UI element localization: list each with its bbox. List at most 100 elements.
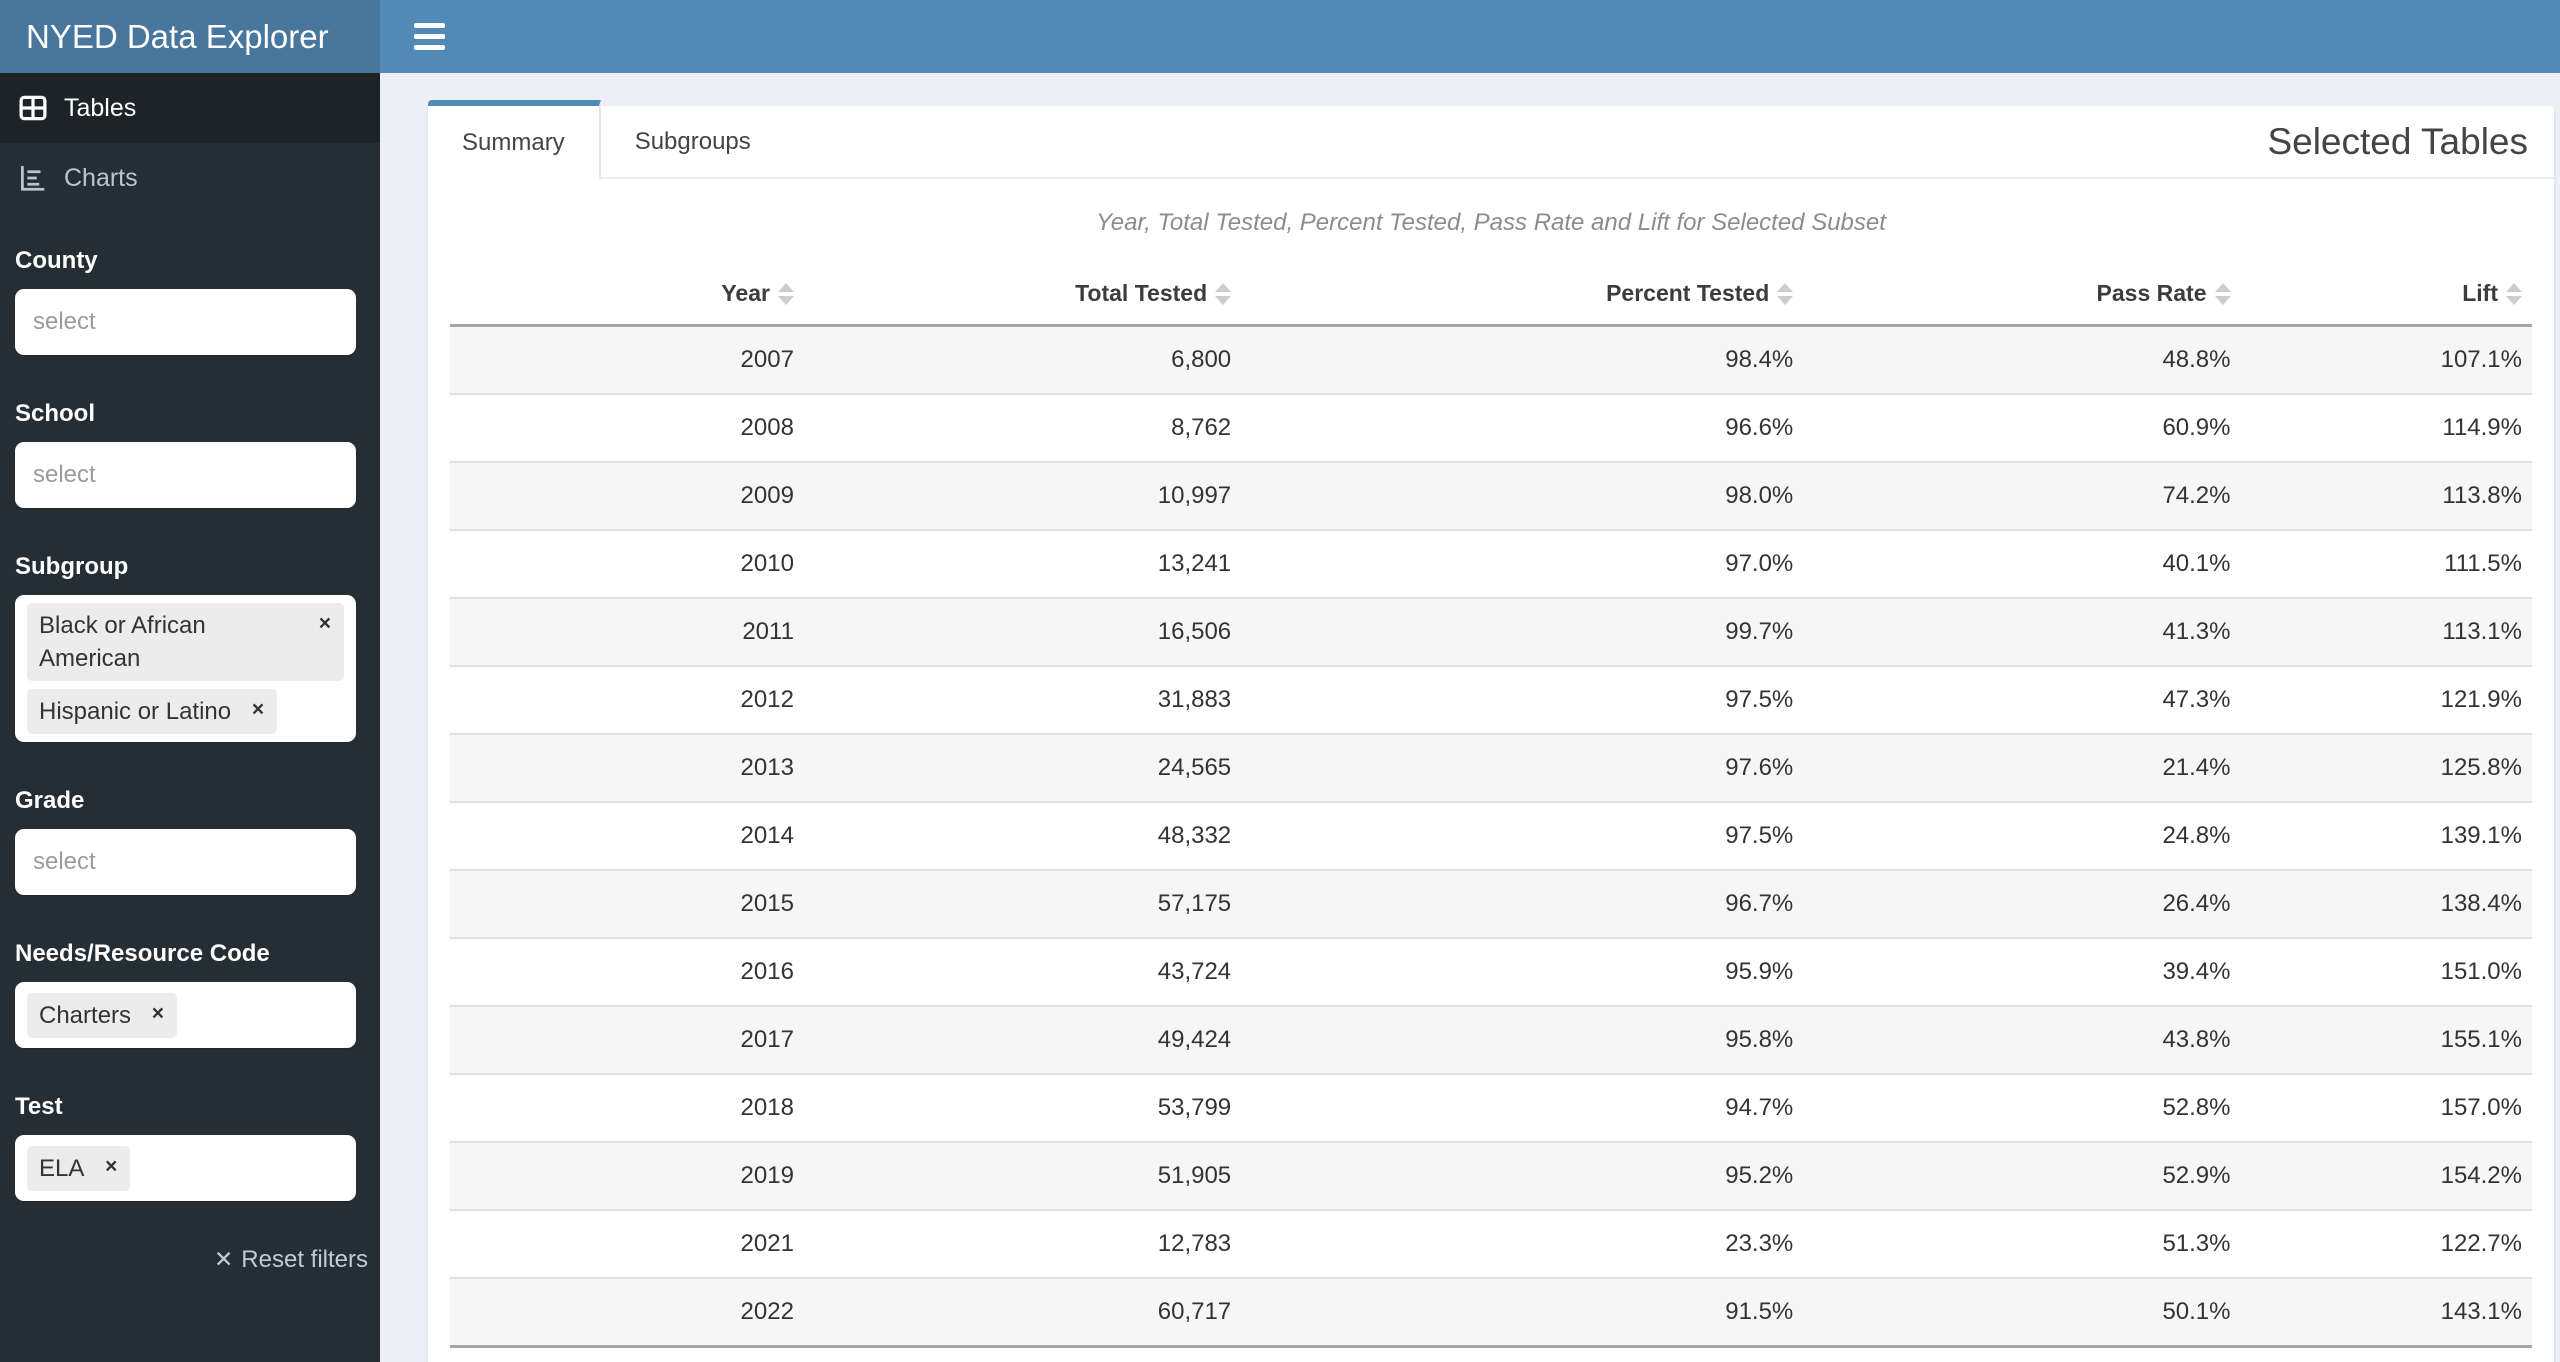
sidebar-item-tables[interactable]: Tables: [0, 73, 380, 143]
cell-pass-rate: 47.3%: [2162, 686, 2231, 713]
column-header-pass-rate[interactable]: Pass Rate: [1803, 263, 2241, 327]
cell-year: 2014: [740, 822, 794, 849]
column-header-inner: Pass Rate: [2097, 280, 2231, 307]
cell-total-tested: 12,783: [1157, 1230, 1232, 1257]
table-row: 2017 49,424 95.8% 43.8% 155.1%: [450, 1006, 2532, 1074]
cell-pass-rate: 39.4%: [2162, 958, 2231, 985]
filter-group-grade: Grade select: [15, 787, 356, 896]
cell-pass-rate: 21.4%: [2162, 754, 2231, 781]
cell-percent-tested: 97.0%: [1725, 550, 1794, 577]
filter-label-county: County: [15, 247, 98, 274]
cell-percent-tested: 97.5%: [1725, 822, 1794, 849]
sort-down-arrow: [2506, 295, 2522, 305]
sidebar-menu: Tables Charts: [0, 73, 380, 213]
sidebar-item-charts[interactable]: Charts: [0, 143, 380, 213]
cell-percent-tested: 95.2%: [1725, 1162, 1794, 1189]
cell-lift: 125.8%: [2440, 754, 2522, 781]
tag-remove-icon[interactable]: ×: [318, 612, 331, 635]
sidebar-item-label: Charts: [64, 163, 138, 192]
cell-lift: 143.1%: [2440, 1298, 2522, 1325]
cell-percent-tested: 94.7%: [1725, 1094, 1794, 1121]
column-label: Percent Tested: [1606, 280, 1770, 306]
test-select[interactable]: ELA ×: [15, 1135, 356, 1202]
cell-percent-tested: 96.7%: [1725, 890, 1794, 917]
cell-total-tested: 16,506: [1157, 618, 1232, 645]
sort-up-arrow: [2214, 282, 2231, 292]
cell-lift: 113.1%: [2442, 618, 2522, 645]
cell-total-tested: 57,175: [1157, 890, 1232, 917]
cell-pass-rate: 52.9%: [2162, 1162, 2231, 1189]
app-title: NYED Data Explorer: [0, 0, 380, 73]
cell-year: 2017: [740, 1026, 794, 1053]
reset-filters-label: Reset filters: [241, 1246, 368, 1274]
main-content: Summary Subgroups Selected Tables Year, T…: [380, 73, 2560, 1362]
cell-year: 2013: [740, 754, 794, 781]
filter-label-subgroup: Subgroup: [15, 553, 129, 580]
tab-summary[interactable]: Summary: [428, 100, 601, 179]
filter-panel: County select School select Subgroup Black or…: [0, 213, 380, 1202]
sort-icon: [2214, 282, 2231, 305]
cell-percent-tested: 97.5%: [1725, 686, 1794, 713]
cell-lift: 151.0%: [2440, 958, 2522, 985]
sort-icon: [2506, 282, 2522, 305]
column-label: Total Tested: [1075, 280, 1208, 306]
cell-pass-rate: 26.4%: [2162, 890, 2231, 917]
sidebar-toggle-button[interactable]: [406, 15, 453, 58]
cell-lift: 157.0%: [2440, 1094, 2522, 1121]
cell-year: 2019: [740, 1162, 794, 1189]
cell-percent-tested: 96.6%: [1725, 414, 1794, 441]
column-label: Year: [721, 280, 770, 306]
cell-lift: 139.1%: [2440, 822, 2522, 849]
table-row: 2008 8,762 96.6% 60.9% 114.9%: [450, 394, 2532, 462]
select-placeholder: select: [33, 848, 96, 876]
filter-group-county: County select: [15, 247, 356, 355]
column-header-inner: Lift: [2462, 280, 2522, 307]
table-row: 2013 24,565 97.6% 21.4% 125.8%: [450, 734, 2532, 802]
subgroup-select[interactable]: Black or African American × Hispanic or La…: [15, 595, 356, 743]
tag-remove-icon[interactable]: ×: [105, 1154, 118, 1178]
school-select[interactable]: select: [15, 442, 356, 508]
table-row: 2014 48,332 97.5% 24.8% 139.1%: [450, 802, 2532, 870]
cell-year: 2021: [740, 1230, 794, 1257]
cell-year: 2022: [740, 1298, 794, 1325]
table-row: 2022 60,717 91.5% 50.1% 143.1%: [450, 1278, 2532, 1347]
cell-year: 2012: [740, 686, 794, 713]
tab-subgroups[interactable]: Subgroups: [601, 106, 785, 177]
cell-pass-rate: 51.3%: [2162, 1230, 2231, 1257]
box-body: Year, Total Tested, Percent Tested, Pass…: [428, 209, 2554, 1362]
column-header-percent-tested[interactable]: Percent Tested: [1241, 263, 1804, 327]
sort-icon: [1777, 282, 1794, 305]
grade-select[interactable]: select: [15, 829, 356, 896]
column-header-total-tested[interactable]: Total Tested: [803, 263, 1242, 327]
hamburger-icon: [414, 34, 445, 39]
cell-total-tested: 51,905: [1157, 1162, 1232, 1189]
cell-pass-rate: 40.1%: [2162, 550, 2231, 577]
filter-label-school: School: [15, 400, 96, 427]
tag-remove-icon[interactable]: ×: [251, 698, 265, 722]
column-header-year[interactable]: Year: [450, 263, 804, 327]
column-header-lift[interactable]: Lift: [2240, 263, 2532, 327]
cell-year: 2010: [740, 550, 794, 577]
navbar: [380, 0, 2560, 73]
cell-percent-tested: 97.6%: [1725, 754, 1794, 781]
needs-resource-code-select[interactable]: Charters ×: [15, 982, 356, 1049]
selected-tables-box: Summary Subgroups Selected Tables Year, T…: [428, 100, 2554, 1362]
cell-total-tested: 31,883: [1157, 686, 1232, 713]
table-row: 2015 57,175 96.7% 26.4% 138.4%: [450, 870, 2532, 938]
select-placeholder: select: [33, 308, 96, 335]
cell-lift: 113.8%: [2442, 482, 2522, 509]
county-select[interactable]: select: [15, 289, 356, 355]
cell-lift: 122.7%: [2440, 1230, 2522, 1257]
sidebar-item-label: Tables: [64, 93, 137, 122]
tag-remove-icon[interactable]: ×: [151, 1001, 165, 1025]
tab-strip: Summary Subgroups: [428, 100, 785, 179]
filter-group-subgroup: Subgroup Black or African American × Hispan…: [15, 553, 356, 743]
cell-total-tested: 6,800: [1171, 346, 1232, 373]
cell-lift: 155.1%: [2440, 1026, 2522, 1053]
tab-label: Summary: [462, 128, 565, 156]
selected-tag: ELA ×: [27, 1145, 131, 1191]
column-header-inner: Total Tested: [1075, 280, 1232, 307]
reset-filters-button[interactable]: ✕ Reset filters: [0, 1246, 380, 1274]
cell-year: 2011: [742, 618, 794, 645]
sort-up-arrow: [2506, 282, 2522, 292]
